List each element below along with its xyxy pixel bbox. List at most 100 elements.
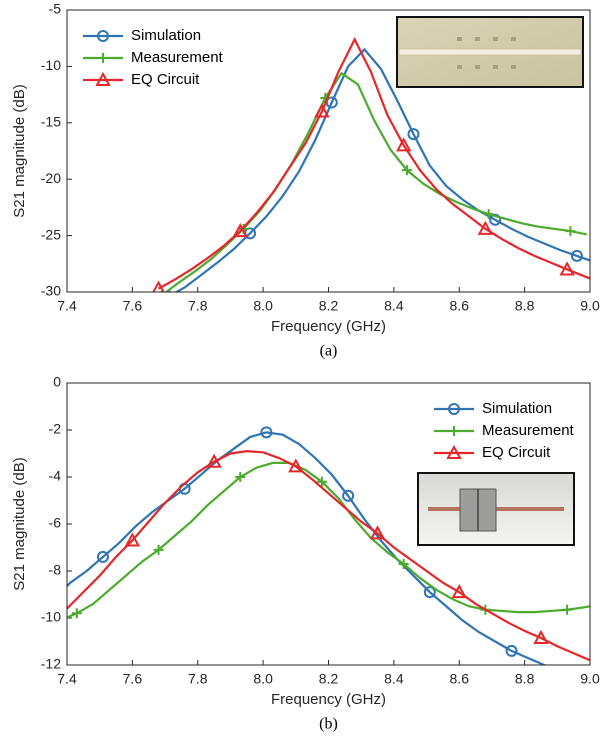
x-tick-label: 7.8 [188, 298, 208, 314]
y-tick-label: -4 [49, 468, 62, 484]
series-line [157, 36, 590, 290]
marker [423, 586, 436, 599]
marker [235, 472, 246, 482]
y-tick-label: -5 [49, 1, 62, 17]
x-tick-label: 8.2 [319, 298, 339, 314]
x-tick-label: 8.4 [384, 298, 404, 314]
photo-cell [475, 37, 480, 41]
x-tick-label: 8.6 [450, 671, 470, 687]
marker [342, 489, 355, 502]
photo-cell [457, 37, 462, 41]
plot-content [16, 426, 590, 665]
marker [260, 426, 273, 439]
x-tick-label: 7.4 [57, 671, 77, 687]
marker [451, 584, 467, 599]
x-tick-label: 7.6 [123, 298, 143, 314]
y-tick-label: -10 [41, 57, 61, 73]
x-tick-label: 8.4 [384, 671, 404, 687]
x-tick-label: 8.0 [253, 671, 273, 687]
legend-marker [449, 426, 459, 436]
marker [489, 213, 502, 226]
x-tick-label: 7.8 [188, 671, 208, 687]
y-tick-label: -8 [49, 562, 62, 578]
marker [164, 290, 173, 292]
marker [483, 209, 494, 220]
photo-cell [493, 65, 498, 69]
x-axis-label: Frequency (GHz) [271, 318, 386, 335]
x-tick-label: 9.0 [580, 671, 600, 687]
legend-label: Measurement [482, 422, 575, 439]
x-tick-label: 8.0 [253, 298, 273, 314]
panel: -12 -10 -8 -6 -4 -2 0 7.4 7.6 7.8 8.0 8.2 8.4 8.6 8.8 9… [11, 374, 600, 733]
legend-label: Measurement [131, 49, 224, 66]
legend-label: EQ Circuit [482, 444, 551, 461]
legend-label: Simulation [482, 400, 552, 417]
photo-strip [398, 48, 582, 56]
y-tick-label: -2 [49, 421, 62, 437]
legend: Simulation Measurement EQ Circuit [77, 22, 227, 94]
marker [407, 128, 420, 141]
series-line [67, 450, 590, 662]
x-tick-label: 8.8 [515, 671, 535, 687]
marker [533, 629, 549, 644]
y-tick-label: -10 [41, 609, 61, 625]
marker [152, 280, 165, 292]
caption: (a) [320, 343, 338, 360]
marker [316, 476, 327, 487]
legend: Simulation Measurement EQ Circuit [428, 395, 578, 467]
photo-cell [493, 37, 498, 41]
y-tick-label: -25 [41, 226, 61, 242]
x-tick-label: 9.0 [580, 298, 600, 314]
panel: -30 -25 -20 -15 -10 -5 7.4 7.6 7.8 8.0 8.2 8.4 8.6 8.… [11, 1, 600, 360]
marker [96, 550, 109, 563]
marker [314, 103, 330, 118]
legend-marker [446, 444, 462, 459]
y-tick-label: -12 [41, 656, 61, 672]
y-tick-label: -15 [41, 114, 61, 130]
marker [395, 137, 412, 152]
inset-photo [396, 16, 584, 88]
legend-label: EQ Circuit [131, 71, 200, 88]
marker [477, 220, 494, 235]
marker [398, 558, 409, 569]
legend-marker [95, 71, 111, 86]
marker [288, 458, 304, 473]
photo-cell [511, 65, 516, 69]
marker [153, 544, 164, 555]
x-tick-label: 7.6 [123, 671, 143, 687]
plot-content [152, 36, 590, 292]
caption: (b) [319, 716, 338, 733]
marker [570, 249, 583, 262]
x-tick-label: 8.2 [319, 671, 339, 687]
marker [16, 625, 26, 635]
y-tick-label: -30 [41, 283, 61, 299]
series-line [67, 431, 548, 665]
axes-box [66, 382, 591, 666]
photo-cell [475, 65, 480, 69]
x-axis-label: Frequency (GHz) [271, 691, 386, 708]
y-tick-label: -20 [41, 170, 61, 186]
y-tick-label: -6 [49, 515, 62, 531]
y-tick-label: 0 [53, 374, 61, 390]
marker [505, 644, 518, 657]
y-axis-label: S21 magnitude (dB) [11, 84, 28, 217]
x-tick-label: 7.4 [57, 298, 77, 314]
marker [369, 525, 386, 540]
marker [562, 604, 573, 615]
series-line [174, 47, 590, 292]
marker [124, 532, 141, 547]
legend-marker [97, 30, 109, 42]
marker [206, 453, 222, 468]
photo-cell [457, 65, 462, 69]
inset-photo [417, 472, 575, 546]
marker [401, 165, 412, 176]
legend-marker [448, 403, 460, 415]
photo-cell [511, 37, 516, 41]
marker [232, 222, 248, 238]
marker [71, 608, 82, 619]
y-axis-label: S21 magnitude (dB) [11, 457, 28, 590]
axes-box [66, 9, 591, 293]
legend-label: Simulation [131, 27, 201, 44]
x-tick-label: 8.8 [515, 298, 535, 314]
